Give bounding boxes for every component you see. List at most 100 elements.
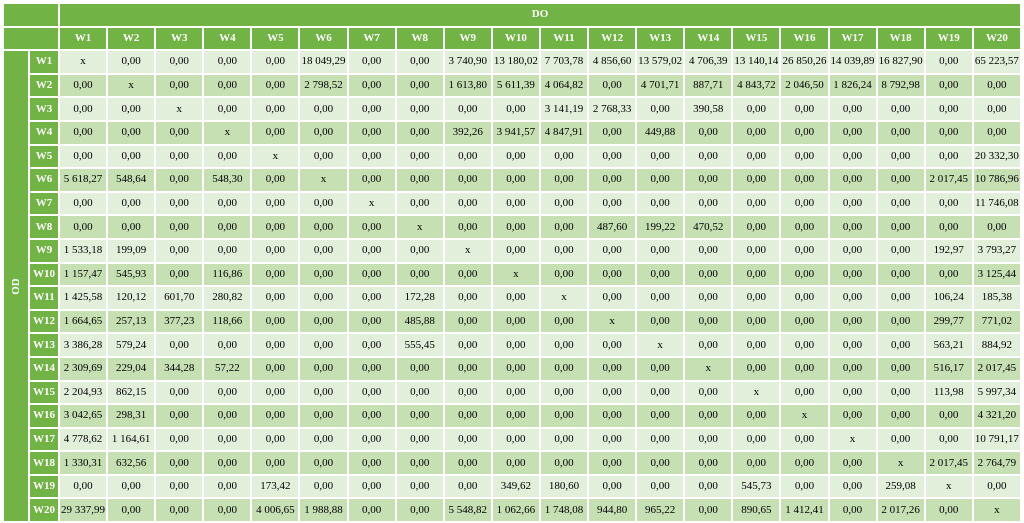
- table-cell: 0,00: [156, 499, 203, 522]
- table-cell: 0,00: [540, 310, 588, 333]
- table-cell: 0,00: [733, 121, 780, 144]
- table-cell: 0,00: [829, 310, 876, 333]
- table-cell: 0,00: [589, 381, 636, 404]
- column-header: W1: [60, 27, 107, 50]
- table-cell: x: [637, 334, 684, 356]
- table-cell: 180,60: [540, 475, 588, 498]
- table-cell: 0,00: [637, 310, 684, 333]
- table-cell: 185,38: [973, 287, 1020, 309]
- table-cell: 0,00: [348, 263, 395, 286]
- table-cell: x: [781, 405, 828, 427]
- table-cell: 0,00: [252, 74, 299, 97]
- table-cell: 601,70: [156, 287, 203, 309]
- table-cell: 0,00: [300, 405, 347, 427]
- table-cell: 113,98: [925, 381, 972, 404]
- table-cell: x: [589, 310, 636, 333]
- row-header: W18: [30, 452, 58, 474]
- table-cell: 0,00: [540, 405, 588, 427]
- table-row: W7 0,00 0,00 0,00 0,00 0,00 0,00 x 0,00 0,00 0,00 0…: [4, 192, 1020, 215]
- table-cell: 10 791,17: [973, 428, 1020, 451]
- table-cell: 5 618,27: [60, 169, 107, 191]
- table-cell: 0,00: [733, 310, 780, 333]
- table-cell: 2 798,52: [300, 74, 347, 97]
- table-cell: 0,00: [829, 169, 876, 191]
- table-cell: 229,04: [108, 357, 155, 380]
- table-cell: 10 786,96: [973, 169, 1020, 191]
- table-cell: 0,00: [252, 192, 299, 215]
- table-cell: x: [300, 169, 347, 191]
- table-cell: 4 701,71: [637, 74, 684, 97]
- table-row: W5 0,00 0,00 0,00 0,00 x 0,00 0,00 0,00 0,00 0,00 0…: [4, 145, 1020, 168]
- table-cell: 1 826,24: [829, 74, 876, 97]
- table-cell: 0,00: [589, 192, 636, 215]
- table-cell: 0,00: [685, 381, 732, 404]
- table-cell: 0,00: [348, 499, 395, 522]
- table-cell: 0,00: [252, 98, 299, 120]
- table-cell: 0,00: [108, 51, 155, 73]
- table-cell: 0,00: [252, 310, 299, 333]
- table-cell: 0,00: [444, 475, 491, 498]
- table-cell: 0,00: [300, 357, 347, 380]
- table-cell: 1 533,18: [60, 239, 107, 262]
- table-cell: 0,00: [396, 98, 443, 120]
- column-header-row: W1 W2 W3 W4 W5 W6 W7 W8 W9 W10 W11 W12 W13 W14 W15 W16 W…: [4, 27, 1020, 50]
- table-cell: 0,00: [60, 98, 107, 120]
- od-label: OD: [9, 277, 22, 295]
- table-cell: 280,82: [204, 287, 251, 309]
- table-cell: 0,00: [829, 192, 876, 215]
- table-cell: 65 223,57: [973, 51, 1020, 73]
- table-cell: x: [685, 357, 732, 380]
- table-cell: 0,00: [685, 145, 732, 168]
- table-cell: 0,00: [925, 405, 972, 427]
- table-cell: 0,00: [396, 239, 443, 262]
- table-cell: 0,00: [300, 121, 347, 144]
- row-header: W11: [30, 287, 58, 309]
- table-cell: 199,22: [637, 216, 684, 238]
- table-cell: 7 703,78: [540, 51, 588, 73]
- table-row: W6 5 618,27 548,64 0,00 548,30 0,00 x 0,00 0,00 0…: [4, 169, 1020, 191]
- table-cell: 0,00: [492, 216, 539, 238]
- table-cell: 0,00: [252, 239, 299, 262]
- table-cell: 0,00: [252, 216, 299, 238]
- table-cell: 0,00: [637, 428, 684, 451]
- row-header: W12: [30, 310, 58, 333]
- table-cell: 14 039,89: [829, 51, 876, 73]
- table-cell: 0,00: [156, 216, 203, 238]
- table-cell: 0,00: [733, 357, 780, 380]
- table-cell: 0,00: [252, 287, 299, 309]
- table-cell: 0,00: [877, 121, 924, 144]
- table-cell: 0,00: [877, 357, 924, 380]
- table-cell: 0,00: [685, 239, 732, 262]
- column-header: W6: [300, 27, 347, 50]
- table-cell: 0,00: [252, 121, 299, 144]
- table-cell: 5 997,34: [973, 381, 1020, 404]
- table-cell: 0,00: [973, 98, 1020, 120]
- table-cell: 470,52: [685, 216, 732, 238]
- table-cell: 0,00: [108, 216, 155, 238]
- table-cell: 116,86: [204, 263, 251, 286]
- table-row: W20 29 337,99 0,00 0,00 0,00 4 006,65 1 988,88…: [4, 499, 1020, 522]
- table-cell: 0,00: [492, 169, 539, 191]
- table-cell: 0,00: [348, 405, 395, 427]
- table-cell: 0,00: [492, 405, 539, 427]
- table-cell: x: [733, 381, 780, 404]
- table-cell: 0,00: [396, 405, 443, 427]
- table-cell: 0,00: [300, 381, 347, 404]
- table-cell: 0,00: [589, 405, 636, 427]
- table-cell: 0,00: [252, 51, 299, 73]
- table-cell: 0,00: [60, 74, 107, 97]
- table-cell: 0,00: [925, 263, 972, 286]
- do-header-row: DO: [4, 4, 1020, 26]
- table-cell: 0,00: [492, 98, 539, 120]
- table-cell: 2 764,79: [973, 452, 1020, 474]
- table-cell: 449,88: [637, 121, 684, 144]
- table-cell: 0,00: [300, 98, 347, 120]
- table-cell: 2 017,45: [925, 452, 972, 474]
- table-cell: 0,00: [492, 381, 539, 404]
- table-row: W19 0,00 0,00 0,00 0,00 173,42 0,00 0,00 0,00 0,0…: [4, 475, 1020, 498]
- table-cell: 0,00: [685, 405, 732, 427]
- table-cell: 57,22: [204, 357, 251, 380]
- row-header: W17: [30, 428, 58, 451]
- table-cell: 0,00: [252, 381, 299, 404]
- row-header: W6: [30, 169, 58, 191]
